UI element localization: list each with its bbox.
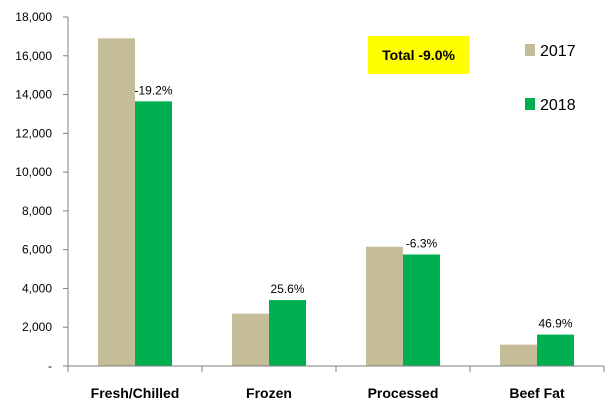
category-label: Frozen	[246, 385, 292, 401]
bar-2017	[98, 38, 135, 366]
data-label: 25.6%	[270, 282, 304, 296]
category-label: Beef Fat	[509, 385, 565, 401]
total-annotation-text: Total -9.0%	[382, 47, 455, 63]
category-label: Fresh/Chilled	[91, 385, 180, 401]
bar-2017	[500, 344, 537, 366]
y-tick-label: 16,000	[15, 49, 52, 63]
y-tick-label: 12,000	[15, 126, 52, 140]
bar-2017	[232, 313, 269, 366]
category-label: Processed	[368, 385, 439, 401]
y-tick-label: 10,000	[15, 165, 52, 179]
bars	[98, 38, 574, 366]
y-tick-label: 14,000	[15, 88, 52, 102]
legend-label-2018: 2018	[540, 97, 576, 114]
y-tick-label: 6,000	[22, 243, 52, 257]
y-tick-label: 2,000	[22, 320, 52, 334]
y-tick-label: 4,000	[22, 281, 52, 295]
legend-swatch-2017	[525, 44, 535, 56]
y-tick-label: 8,000	[22, 204, 52, 218]
data-labels: -19.2% 25.6% -6.3% 46.9%	[134, 83, 572, 330]
bar-2018	[135, 101, 172, 366]
y-tick-label: 18,000	[15, 10, 52, 24]
total-annotation: Total -9.0%	[368, 36, 469, 74]
y-axis: - 2,000 4,000 6,000 8,000 10,000 12,000 14,000 1…	[15, 10, 69, 373]
total-annotation-box	[368, 36, 469, 74]
legend-label-2017: 2017	[540, 43, 576, 60]
x-axis: Fresh/Chilled Frozen Processed Beef Fat	[67, 365, 605, 401]
y-tick-label: -	[48, 359, 52, 373]
data-label: -19.2%	[134, 83, 172, 97]
bar-2018	[403, 254, 440, 366]
bar-2018	[537, 334, 574, 366]
data-label: 46.9%	[538, 317, 572, 331]
bar-2018	[269, 300, 306, 366]
data-label: -6.3%	[406, 237, 438, 251]
legend: 2017 2018	[525, 43, 576, 114]
bar-2017	[366, 246, 403, 366]
legend-swatch-2018	[525, 98, 535, 110]
